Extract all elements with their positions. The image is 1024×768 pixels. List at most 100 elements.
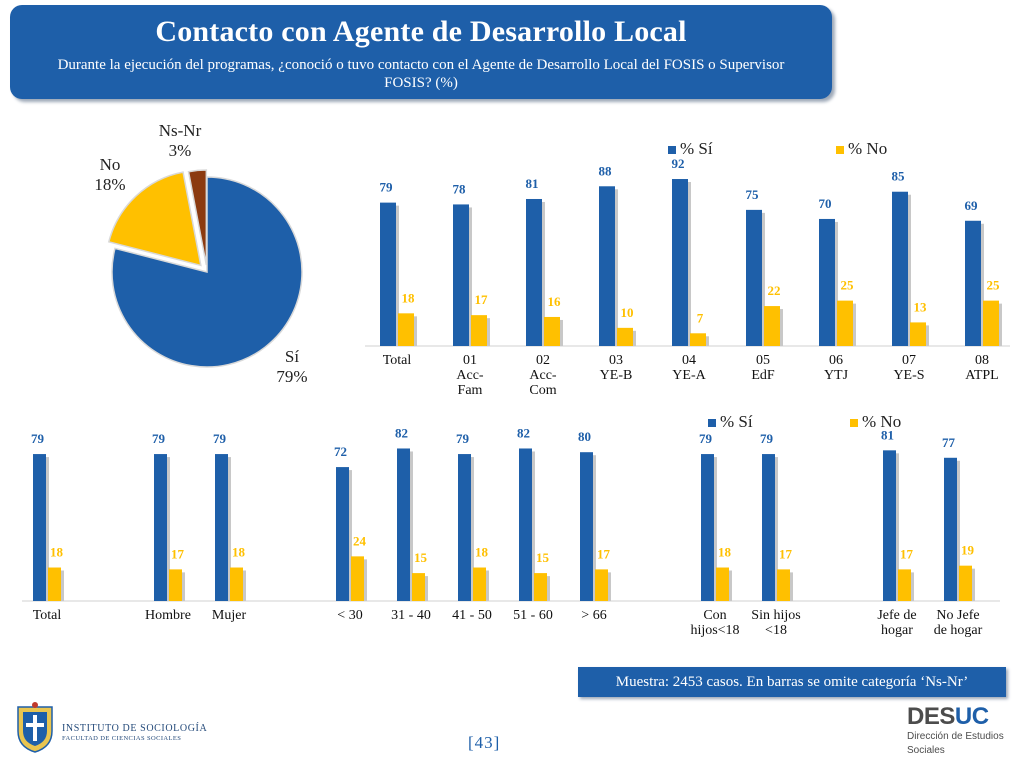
bar-si [746,209,762,346]
data-label-no: 17 [171,546,185,561]
category-label: 04 [682,353,696,368]
bar-no [351,556,364,601]
page-title: Contacto con Agente de Desarrollo Local [155,15,687,48]
data-label-si: 81 [881,427,894,442]
category-label: Com [529,383,556,398]
data-label-no: 25 [841,278,855,293]
bar-no [764,306,780,346]
data-label-no: 18 [475,545,489,560]
data-label-no: 18 [718,545,732,560]
legend-label: % Sí [720,412,753,431]
category-label: Con [703,608,726,623]
category-label: 06 [829,353,843,368]
data-label-si: 79 [213,431,227,446]
legend-label: % Sí [680,139,713,158]
data-label-no: 17 [779,546,793,561]
bar-no [690,333,706,346]
bar-si [944,457,957,601]
category-label: 05 [756,353,770,368]
category-label: ATPL [965,368,998,383]
data-label-si: 69 [965,198,979,213]
data-label-si: 88 [599,163,613,178]
data-label-no: 22 [768,283,781,298]
data-label-no: 24 [353,533,367,548]
page-number: [43] [468,733,501,752]
institute-name: INSTITUTO DE SOCIOLOGÍA [62,723,208,734]
bar-si [336,467,349,601]
category-label: 08 [975,353,989,368]
data-label-si: 79 [760,431,774,446]
pie-slice-no [107,171,202,267]
data-label-no: 15 [414,550,428,565]
bar-no [716,567,729,601]
legend-swatch [708,419,716,427]
data-label-si: 80 [578,429,591,444]
data-label-no: 18 [50,545,64,560]
data-label-si: 82 [517,425,530,440]
bar-si [526,198,542,346]
category-label: 01 [463,353,477,368]
bar-si [672,179,688,346]
category-label: Hombre [145,608,191,623]
category-label: 02 [536,353,550,368]
pie-slice-s [111,176,303,368]
pie-label-name: Sí [285,347,299,366]
data-label-si: 79 [152,431,166,446]
bar-no [544,316,560,346]
title-banner: Contacto con Agente de Desarrollo Local … [10,5,832,99]
category-label: No Jefe [936,608,979,623]
desuc-logo-text: DES [907,703,955,730]
category-label: YE-B [600,368,633,383]
bar-no [898,569,911,601]
data-label-no: 13 [914,299,928,314]
data-label-si: 81 [526,176,539,191]
bar-no [471,315,487,346]
category-label: Acc- [456,368,484,383]
data-label-si: 78 [453,181,467,196]
bar-no [534,573,547,601]
bar-si [965,220,981,346]
desuc-logo-accent: UC [954,703,989,730]
data-label-no: 19 [961,543,975,558]
data-label-no: 18 [232,545,246,560]
sample-note: Muestra: 2453 casos. En barras se omite … [578,667,1006,697]
pie-label-name: No [100,155,121,174]
bar-si [458,454,471,601]
desuc-subtitle-1: Dirección de Estudios [907,731,1004,742]
bar-no [777,569,790,601]
data-label-no: 10 [621,305,634,320]
category-label: hijos<18 [690,623,739,638]
bar-si [33,454,46,601]
legend-swatch [668,146,676,154]
bar-no [473,567,486,601]
category-label: 31 - 40 [391,608,431,623]
legend-swatch [850,419,858,427]
category-label: 03 [609,353,623,368]
desuc-subtitle-2: Sociales [907,745,945,756]
bar-si [892,191,908,346]
bar-no [230,567,243,601]
category-label: Fam [458,383,483,398]
category-label: < 30 [337,608,362,623]
category-label: YE-A [672,368,706,383]
bar-si [453,204,469,346]
data-label-no: 7 [697,310,704,325]
university-crest-icon [17,702,53,753]
data-label-no: 16 [548,294,562,309]
category-label: Total [383,353,412,368]
bar-si [599,186,615,346]
category-label: > 66 [581,608,606,623]
pie-label-value: 3% [169,141,192,160]
category-label: Total [33,608,62,623]
pie-slice-nsnr [187,169,208,266]
category-label: Jefe de [877,608,916,623]
pie-label-value: 79% [276,367,307,386]
data-label-si: 77 [942,435,956,450]
data-label-no: 18 [402,290,416,305]
data-label-si: 79 [456,431,470,446]
institute-logo: INSTITUTO DE SOCIOLOGÍA FACULTAD DE CIEN… [62,723,207,742]
data-label-si: 82 [395,425,408,440]
bar-si [762,454,775,601]
data-label-si: 72 [334,444,347,459]
bar-no [837,300,853,346]
